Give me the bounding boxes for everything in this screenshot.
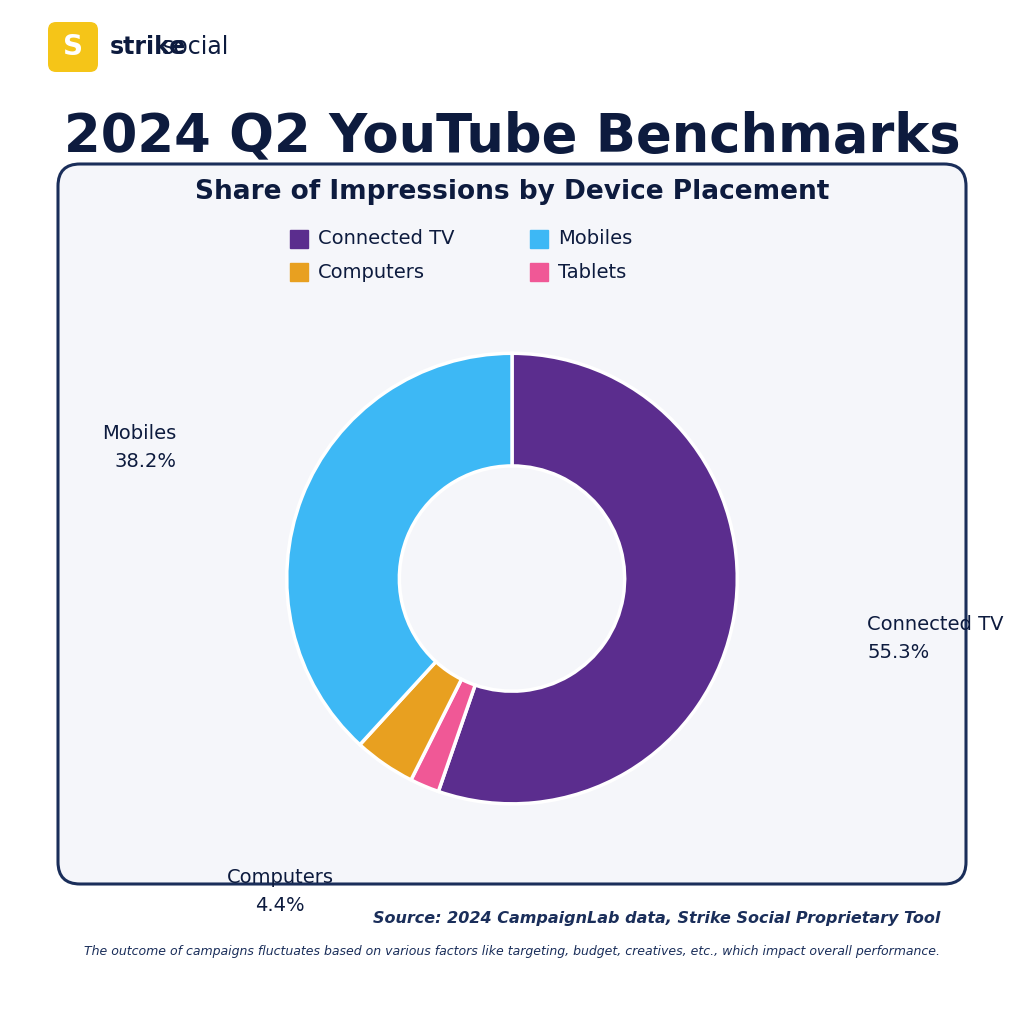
Bar — [290, 230, 308, 248]
Bar — [530, 230, 548, 248]
Text: social: social — [162, 35, 229, 59]
Bar — [290, 263, 308, 281]
Wedge shape — [411, 679, 475, 792]
FancyBboxPatch shape — [58, 164, 966, 884]
Text: Connected TV
55.3%: Connected TV 55.3% — [867, 614, 1004, 662]
Text: 2024 Q2 YouTube Benchmarks: 2024 Q2 YouTube Benchmarks — [63, 110, 961, 162]
Wedge shape — [359, 662, 462, 780]
FancyBboxPatch shape — [48, 22, 98, 72]
Text: Mobiles
38.2%: Mobiles 38.2% — [101, 425, 176, 471]
Text: strike: strike — [110, 35, 186, 59]
Wedge shape — [438, 353, 737, 804]
Text: Connected TV: Connected TV — [318, 229, 455, 249]
Text: S: S — [63, 33, 83, 61]
Text: Computers: Computers — [318, 262, 425, 282]
Text: Share of Impressions by Device Placement: Share of Impressions by Device Placement — [195, 179, 829, 205]
Text: Computers
4.4%: Computers 4.4% — [227, 867, 334, 914]
Text: Source: 2024 CampaignLab data, Strike Social Proprietary Tool: Source: 2024 CampaignLab data, Strike So… — [373, 911, 940, 927]
Text: Tablets: Tablets — [558, 262, 627, 282]
Text: The outcome of campaigns fluctuates based on various factors like targeting, bud: The outcome of campaigns fluctuates base… — [84, 945, 940, 958]
Wedge shape — [287, 353, 512, 744]
Text: Mobiles: Mobiles — [558, 229, 632, 249]
Bar — [530, 263, 548, 281]
